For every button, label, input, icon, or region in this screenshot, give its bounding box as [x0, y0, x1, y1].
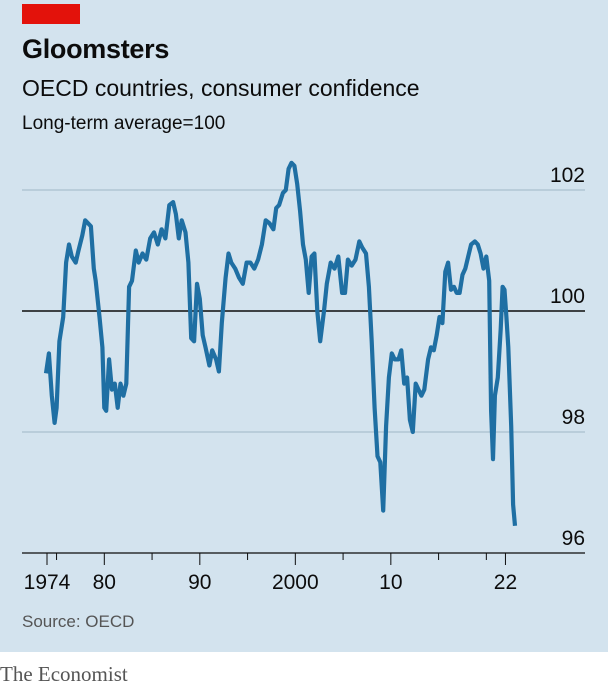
series-line [43, 160, 518, 526]
brand-logo: The Economist [0, 662, 128, 686]
x-axis: 1974 80 90 2000 10 22 [22, 552, 585, 594]
y-tick-label: 100 [550, 285, 585, 308]
x-tick-label: 90 [188, 571, 211, 594]
line-chart: 96 98 100 102 1974 80 90 2000 10 22 [22, 160, 585, 594]
x-tick-label: 1974 [24, 571, 71, 594]
section-tag [22, 4, 80, 24]
x-tick-label: 2000 [272, 571, 319, 594]
x-tick-label: 22 [494, 571, 517, 594]
chart-title: Gloomsters [22, 34, 170, 64]
x-tick-label: 10 [379, 571, 402, 594]
chart-subtitle: OECD countries, consumer confidence [22, 75, 420, 101]
y-axis-labels: 96 98 100 102 [550, 164, 585, 550]
y-tick-label: 98 [562, 406, 585, 429]
y-tick-label: 96 [562, 527, 585, 550]
y-tick-label: 102 [550, 164, 585, 187]
x-tick-label: 80 [93, 571, 116, 594]
source-note: Source: OECD [22, 612, 135, 631]
series-group [43, 160, 518, 526]
chart-note: Long-term average=100 [22, 113, 226, 134]
